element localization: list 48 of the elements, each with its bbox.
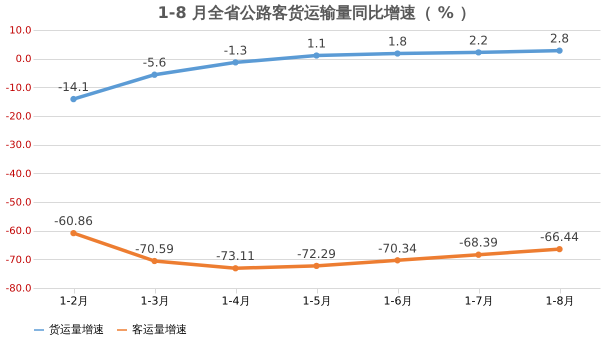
y-tick-label: -20.0 xyxy=(6,112,32,122)
data-label: -1.3 xyxy=(224,43,248,58)
y-tick-label: -30.0 xyxy=(6,140,32,152)
y-tick-label: -80.0 xyxy=(6,284,32,294)
y-tick-label: -40.0 xyxy=(6,168,32,180)
point xyxy=(394,50,401,57)
x-tick-label: 1-6月 xyxy=(384,294,412,308)
legend-label: 客运量增速 xyxy=(132,323,187,336)
point xyxy=(232,59,239,66)
point xyxy=(475,49,482,56)
data-label: -66.44 xyxy=(540,230,579,244)
point xyxy=(70,96,77,102)
y-tick-label: -60.0 xyxy=(6,226,32,238)
x-tick-label: 1-4月 xyxy=(222,294,250,308)
data-label: 2.2 xyxy=(468,33,488,48)
y-tick-label: -50.0 xyxy=(6,198,32,208)
x-tick-label: 1-3月 xyxy=(140,294,170,308)
data-label: -14.1 xyxy=(58,80,90,94)
point xyxy=(151,72,158,78)
x-tick-label: 1-7月 xyxy=(464,294,494,308)
point xyxy=(313,52,320,59)
data-label: -60.86 xyxy=(54,214,93,228)
data-label: -68.39 xyxy=(459,236,498,250)
y-tick-label: -70.0 xyxy=(6,254,32,266)
point xyxy=(556,47,563,54)
point xyxy=(232,265,239,272)
data-label: -70.59 xyxy=(135,242,174,256)
point xyxy=(313,262,320,270)
point xyxy=(70,230,77,236)
point xyxy=(394,257,401,264)
y-tick-label: 0.0 xyxy=(16,54,32,66)
data-label: 1.8 xyxy=(388,34,408,49)
x-tick-label: 1-2月 xyxy=(60,294,88,308)
point xyxy=(151,258,158,264)
data-label: -5.6 xyxy=(142,56,166,70)
x-tick-label: 1-5月 xyxy=(302,294,332,308)
point xyxy=(475,252,482,258)
y-tick-label: -10.0 xyxy=(6,82,32,94)
y-tick-label: 10.0 xyxy=(9,26,32,36)
chart-title: 1-8 月全省公路客货运输量同比增速（ % ） xyxy=(158,3,476,22)
data-label: 1.1 xyxy=(306,36,326,51)
data-label: 2.8 xyxy=(550,32,570,46)
point xyxy=(556,246,563,252)
data-label: -72.29 xyxy=(297,246,336,261)
x-tick-label: 1-8月 xyxy=(546,294,574,308)
legend-label: 货运量增速 xyxy=(49,323,104,336)
data-label: -73.11 xyxy=(216,249,255,264)
data-label: -70.34 xyxy=(378,241,417,256)
